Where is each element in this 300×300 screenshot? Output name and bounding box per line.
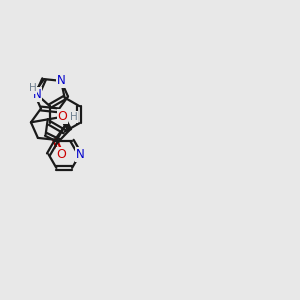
Text: H: H [29,83,36,94]
Text: H: H [70,112,78,122]
Text: N: N [76,148,84,161]
Text: O: O [58,110,68,123]
Text: N: N [33,88,41,101]
Text: O: O [56,148,66,161]
Text: N: N [57,74,65,87]
